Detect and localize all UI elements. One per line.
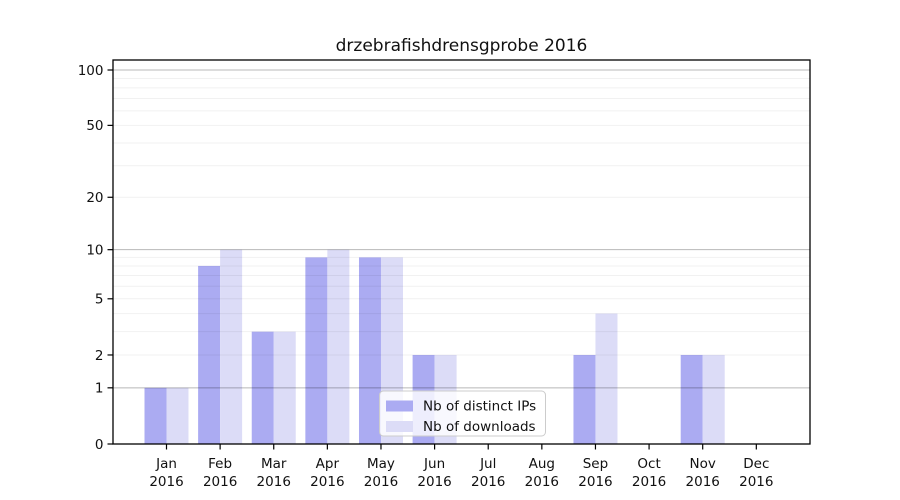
x-tick-label-month: Feb <box>208 456 232 472</box>
bar-downloads-mar <box>273 331 296 444</box>
y-tick-label: 1 <box>95 381 104 397</box>
bar-distinct-ips-feb <box>198 265 221 444</box>
bar-downloads-feb <box>220 249 243 444</box>
y-tick-label: 0 <box>95 437 104 453</box>
y-tick-label: 5 <box>95 292 104 308</box>
x-tick-label-year: 2016 <box>417 474 451 490</box>
x-tick-label-month: Dec <box>743 456 769 472</box>
x-tick-label-year: 2016 <box>257 474 291 490</box>
y-tick-label: 50 <box>86 118 103 134</box>
x-tick-label-month: Nov <box>690 456 716 472</box>
bar-distinct-ips-sep <box>573 354 596 444</box>
x-tick-label-year: 2016 <box>739 474 773 490</box>
bar-distinct-ips-nov <box>680 354 703 444</box>
x-tick-label-month: Jul <box>479 456 496 472</box>
x-tick-label-year: 2016 <box>578 474 612 490</box>
bar-downloads-jan <box>166 387 189 444</box>
plot-frame <box>112 59 811 445</box>
x-tick-label-month: May <box>367 456 395 472</box>
y-tick-label: 10 <box>86 242 103 258</box>
x-tick-label-year: 2016 <box>471 474 505 490</box>
x-tick-label-month: Apr <box>316 456 340 472</box>
x-tick-label-year: 2016 <box>203 474 237 490</box>
legend-label-distinct-ips: Nb of distinct IPs <box>423 399 536 415</box>
bar-downloads-sep <box>595 313 618 444</box>
axes-layer: 0 1 2 5 10 20 50 100 Jan 2016 Feb 2016 Mar 2016 Apr 201… <box>78 63 774 490</box>
bar-distinct-ips-jan <box>144 387 167 444</box>
legend-label-downloads: Nb of downloads <box>423 419 536 435</box>
grid-layer <box>113 69 810 389</box>
legend-swatch-downloads <box>386 421 413 432</box>
x-tick-label-year: 2016 <box>525 474 559 490</box>
x-tick-label-month: Jun <box>423 456 445 472</box>
bar-downloads-nov <box>702 354 725 444</box>
y-tick-label: 2 <box>95 348 104 364</box>
legend-swatch-distinct-ips <box>386 400 413 412</box>
bar-downloads-apr <box>327 249 350 444</box>
x-tick-label-month: Aug <box>529 456 555 472</box>
y-tick-label: 20 <box>86 190 103 206</box>
y-tick-label: 100 <box>78 63 104 79</box>
x-tick-label-month: Sep <box>583 456 608 472</box>
legend: Nb of distinct IPs Nb of downloads <box>379 390 546 437</box>
chart-title: drzebrafishdrensgprobe 2016 <box>336 36 588 56</box>
bar-distinct-ips-may <box>358 257 381 444</box>
x-tick-label-year: 2016 <box>632 474 666 490</box>
bar-distinct-ips-apr <box>305 257 328 444</box>
x-tick-label-year: 2016 <box>686 474 720 490</box>
x-tick-label-year: 2016 <box>149 474 183 490</box>
x-tick-label-year: 2016 <box>364 474 398 490</box>
bar-distinct-ips-mar <box>251 331 274 444</box>
legend-box <box>379 390 546 437</box>
x-tick-label-month: Mar <box>261 456 287 472</box>
x-tick-label-month: Oct <box>637 456 660 472</box>
x-tick-label-month: Jan <box>155 456 177 472</box>
x-tick-label-year: 2016 <box>310 474 344 490</box>
